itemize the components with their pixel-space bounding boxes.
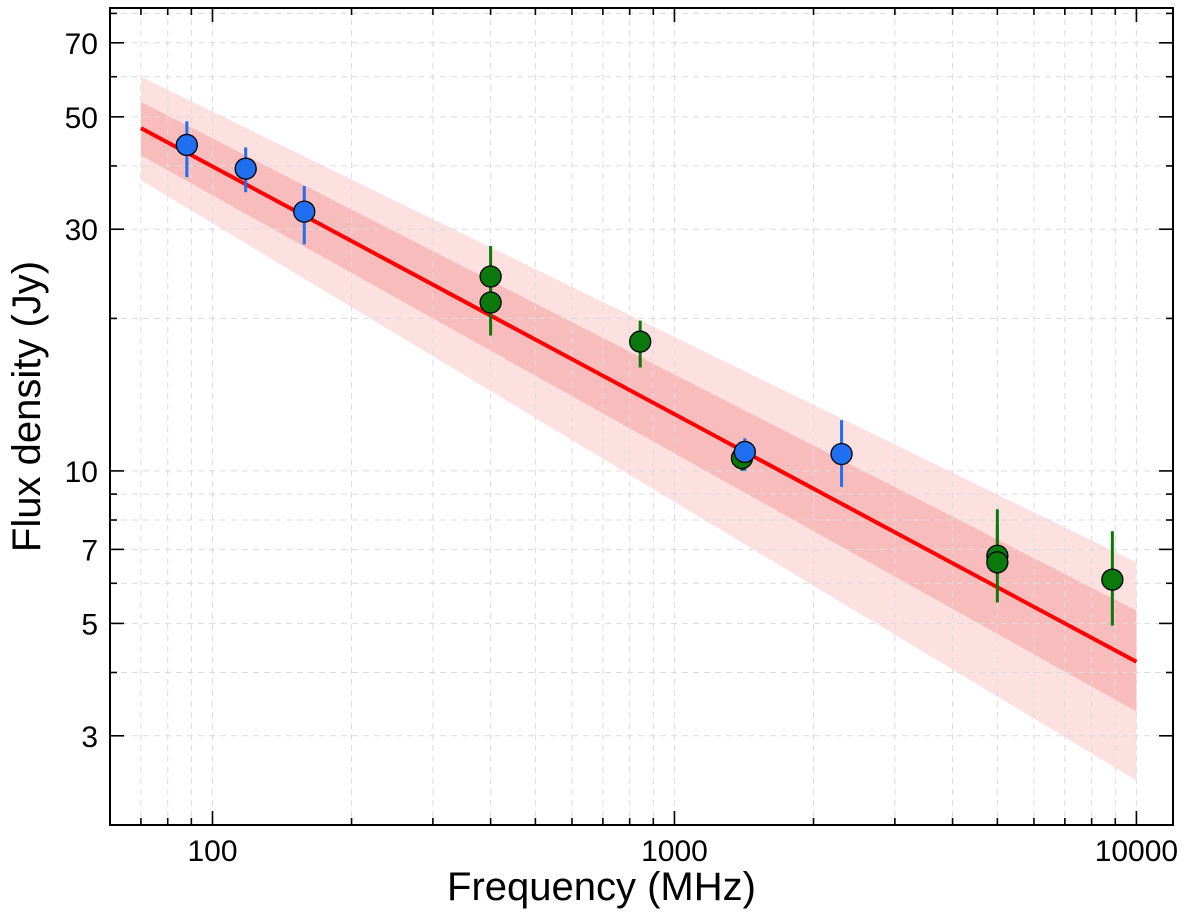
y-tick-label: 5 bbox=[81, 608, 98, 641]
y-tick-label: 30 bbox=[65, 214, 98, 247]
confidence-bands bbox=[140, 76, 1137, 781]
y-tick-label: 70 bbox=[65, 28, 98, 61]
confidence-band-1sigma bbox=[140, 101, 1137, 712]
x-tick-label: 100 bbox=[187, 835, 237, 868]
x-tick-label: 10000 bbox=[1095, 835, 1178, 868]
tick-labels: 100 1000 10000 3 5 7 10 30 50 70 bbox=[65, 28, 1179, 868]
data-point bbox=[175, 133, 198, 157]
axis-ticks bbox=[109, 8, 1173, 826]
y-axis-title: Flux density (Jy) bbox=[5, 261, 49, 552]
data-point bbox=[629, 330, 652, 353]
plot-frame bbox=[109, 7, 1174, 826]
data-point bbox=[986, 551, 1009, 574]
data-point bbox=[234, 157, 257, 180]
data-point bbox=[830, 442, 853, 466]
y-tick-label: 7 bbox=[81, 534, 98, 567]
y-tick-label: 10 bbox=[65, 456, 98, 489]
grid bbox=[109, 8, 1173, 826]
x-tick-label: 1000 bbox=[641, 835, 708, 868]
fit-line bbox=[139, 126, 1138, 664]
data-point bbox=[479, 265, 502, 288]
data-points bbox=[175, 121, 1124, 626]
x-axis-title: Frequency (MHz) bbox=[447, 865, 756, 909]
y-tick-label: 3 bbox=[81, 721, 98, 754]
data-point bbox=[1101, 568, 1124, 591]
data-point bbox=[479, 291, 502, 314]
data-point bbox=[293, 200, 316, 223]
y-tick-label: 50 bbox=[65, 102, 98, 135]
data-point bbox=[733, 440, 756, 464]
fit-line-group bbox=[139, 126, 1138, 664]
